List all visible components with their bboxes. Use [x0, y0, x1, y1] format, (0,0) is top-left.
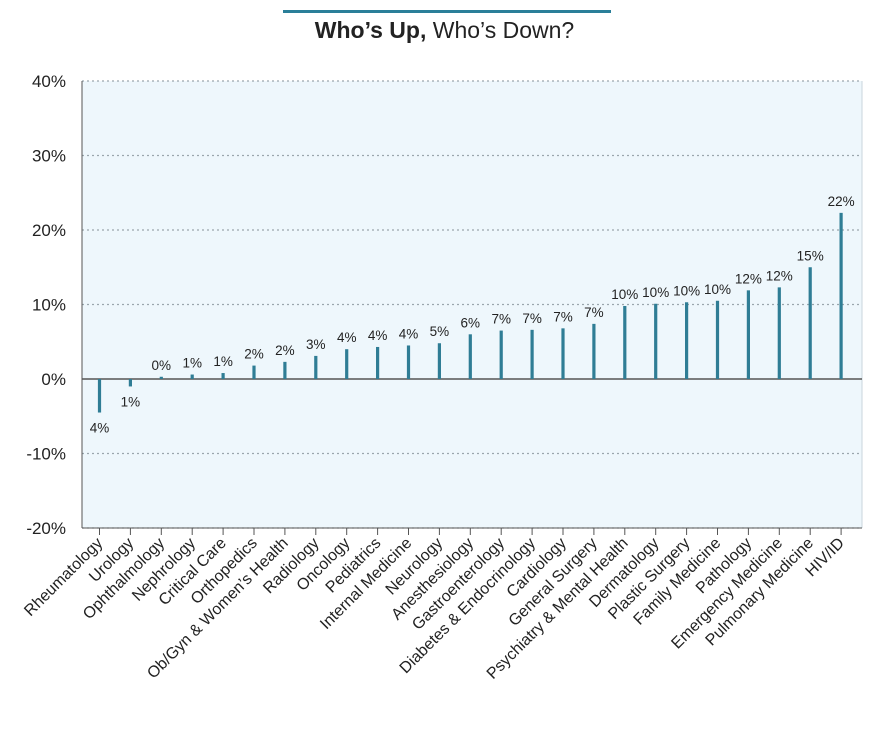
bar — [499, 330, 503, 379]
data-label: 5% — [430, 324, 450, 339]
data-label: 0% — [152, 358, 172, 373]
bar — [746, 290, 750, 379]
bar — [561, 328, 565, 379]
chart-title: Who’s Up, Who’s Down? — [0, 17, 889, 44]
data-label: 2% — [244, 347, 264, 362]
data-label: 7% — [553, 309, 573, 324]
bar — [97, 379, 102, 413]
bar — [808, 267, 812, 379]
data-label: 12% — [766, 268, 793, 283]
y-tick-label: -10% — [26, 445, 66, 464]
data-label: 15% — [797, 248, 824, 263]
bar — [623, 305, 627, 379]
data-label: 10% — [611, 287, 638, 302]
data-label: 7% — [491, 312, 511, 327]
bar — [839, 212, 843, 379]
y-tick-label: -20% — [26, 519, 66, 538]
y-tick-label: 10% — [32, 296, 66, 315]
bar — [468, 334, 472, 379]
data-label: 7% — [584, 305, 604, 320]
bar — [685, 302, 689, 379]
title-bold: Who’s Up, — [314, 17, 427, 43]
bar — [128, 379, 132, 387]
bar — [592, 323, 596, 379]
data-label: 3% — [306, 337, 326, 352]
title-regular: Who’s Down? — [426, 17, 575, 43]
data-label: 4% — [399, 326, 419, 341]
data-label: 2% — [275, 343, 295, 358]
bar — [406, 345, 411, 379]
bar — [314, 355, 318, 379]
y-tick-label: 40% — [32, 72, 66, 91]
data-label: 4% — [90, 421, 110, 436]
bar — [190, 374, 194, 379]
data-label: 10% — [704, 282, 731, 297]
data-label: 10% — [642, 285, 669, 300]
bar — [777, 287, 781, 379]
bar — [715, 300, 720, 379]
bar — [283, 361, 287, 379]
y-tick-label: 0% — [41, 370, 66, 389]
y-tick-label: 30% — [32, 147, 66, 166]
bar — [437, 343, 441, 379]
bar — [159, 376, 163, 379]
bar — [530, 329, 534, 379]
title-rule — [283, 10, 611, 13]
data-label: 4% — [337, 330, 357, 345]
data-label: 22% — [828, 194, 855, 209]
bar — [221, 373, 225, 379]
data-label: 4% — [368, 328, 388, 343]
bar — [252, 365, 256, 379]
bar — [376, 346, 380, 379]
data-label: 12% — [735, 271, 762, 286]
bar — [654, 303, 658, 379]
data-label: 7% — [522, 311, 542, 326]
data-label: 1% — [121, 394, 141, 409]
data-label: 1% — [213, 354, 233, 369]
data-label: 6% — [461, 315, 481, 330]
data-label: 10% — [673, 283, 700, 298]
y-tick-label: 20% — [32, 221, 66, 240]
data-label: 1% — [182, 356, 202, 371]
bar — [345, 349, 349, 379]
